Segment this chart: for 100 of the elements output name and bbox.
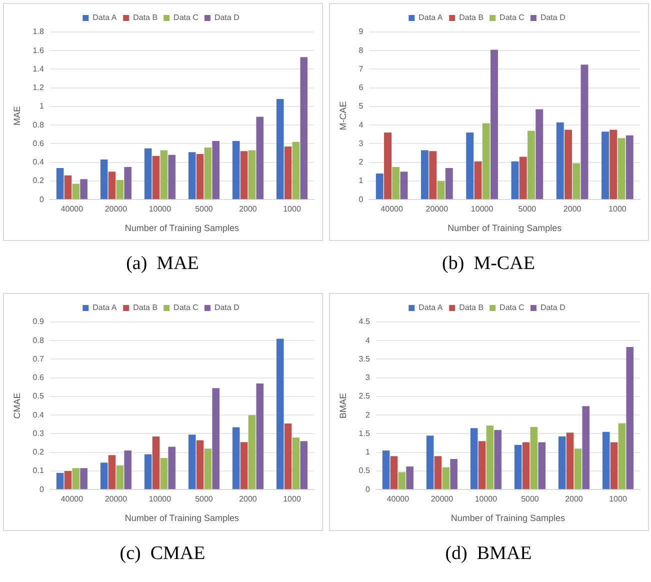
bar: [248, 150, 256, 200]
bar: [420, 150, 428, 200]
bar: [240, 442, 248, 490]
bar: [470, 428, 478, 490]
bar: [558, 436, 566, 490]
legend-label: Data C: [499, 13, 524, 22]
bar: [601, 132, 608, 200]
bar: [188, 152, 196, 200]
x-tick-label: 1000: [608, 494, 627, 504]
legend-label: Data C: [173, 303, 198, 312]
bar: [466, 132, 474, 200]
y-tick-label: 1.8: [32, 27, 44, 36]
y-axis-title: MAE: [11, 106, 22, 126]
bar: [72, 184, 80, 200]
x-tick-label: 5000: [194, 204, 213, 214]
bar: [152, 156, 160, 200]
legend-label: Data A: [92, 303, 117, 312]
y-axis-title: M-CAE: [337, 101, 348, 130]
bar: [514, 444, 522, 490]
x-tick-label: 2000: [238, 494, 257, 504]
y-tick-label: 2: [358, 158, 364, 167]
bar: [204, 147, 212, 200]
y-tick-label: 1.2: [32, 83, 44, 92]
x-tick-label: 10000: [148, 204, 172, 214]
x-tick-label: 1000: [282, 204, 301, 214]
bar: [556, 122, 564, 200]
bar: [610, 442, 618, 490]
legend-label: Data A: [418, 13, 443, 22]
bar: [617, 138, 625, 200]
x-axis-title: Number of Training Samples: [450, 513, 565, 524]
bar: [276, 99, 284, 200]
bar: [232, 140, 240, 200]
bar: [582, 406, 590, 490]
bar: [300, 57, 308, 200]
bar: [398, 472, 406, 490]
x-tick-label: 1000: [608, 204, 626, 214]
x-tick-label: 20000: [104, 494, 128, 504]
bar: [116, 465, 124, 490]
bar: [64, 175, 72, 200]
x-tick-label: 2000: [564, 494, 583, 504]
bar: [564, 130, 572, 200]
bar: [618, 423, 626, 490]
bar: [602, 432, 610, 490]
x-tick-label: 10000: [474, 494, 498, 504]
x-tick-label: 5000: [520, 494, 539, 504]
y-tick-label: 1: [364, 448, 370, 457]
bar: [100, 160, 108, 200]
y-tick-label: 5: [358, 102, 364, 111]
legend-label: Data A: [418, 303, 443, 312]
bar: [240, 151, 248, 200]
bar: [284, 146, 292, 200]
y-tick-label: 0: [38, 484, 44, 494]
bar: [426, 436, 434, 490]
bar: [450, 459, 457, 490]
bar: [168, 446, 175, 490]
bar: [56, 472, 64, 490]
y-tick-label: 3.5: [358, 354, 370, 364]
y-tick-label: 0: [358, 194, 364, 204]
x-tick-label: 2000: [238, 204, 257, 214]
y-axis-title: BMAE: [337, 393, 348, 419]
legend-label: Data B: [458, 13, 484, 22]
bar: [530, 427, 538, 490]
y-tick-label: 0.4: [32, 410, 44, 420]
bar: [442, 467, 450, 490]
bar: [510, 161, 518, 200]
x-tick-label: 10000: [148, 494, 172, 504]
bar: [522, 442, 530, 490]
bar: [284, 423, 292, 490]
y-tick-label: 4.5: [358, 317, 370, 326]
bar: [64, 470, 72, 490]
bar: [538, 442, 545, 490]
bar: [144, 454, 152, 490]
bar: [152, 436, 160, 490]
bar: [124, 167, 131, 200]
bar: [100, 462, 108, 490]
x-tick-label: 40000: [60, 494, 84, 504]
y-tick-label: 7: [358, 64, 364, 74]
x-tick-label: 5000: [518, 204, 536, 214]
x-tick-label: 40000: [380, 204, 403, 214]
bar: [116, 180, 124, 200]
bar: [72, 468, 80, 490]
bar: [382, 450, 390, 490]
bar: [494, 430, 501, 490]
x-tick-label: 20000: [430, 494, 454, 504]
y-tick-label: 0.8: [32, 336, 44, 345]
bar: [535, 109, 543, 200]
bar: [390, 456, 398, 490]
y-tick-label: 2: [364, 410, 370, 420]
bar: [196, 440, 204, 490]
y-tick-label: 0.6: [32, 138, 44, 148]
bar: [256, 116, 264, 200]
y-tick-label: 2.5: [358, 392, 370, 401]
text: (a) MAE: [126, 253, 199, 275]
bar: [188, 434, 196, 490]
legend-label: Data B: [132, 13, 158, 22]
x-tick-label: 1000: [282, 494, 301, 504]
legend-label: Data D: [214, 13, 240, 22]
bar: [256, 383, 264, 490]
bar: [276, 338, 284, 490]
bar: [490, 50, 498, 200]
